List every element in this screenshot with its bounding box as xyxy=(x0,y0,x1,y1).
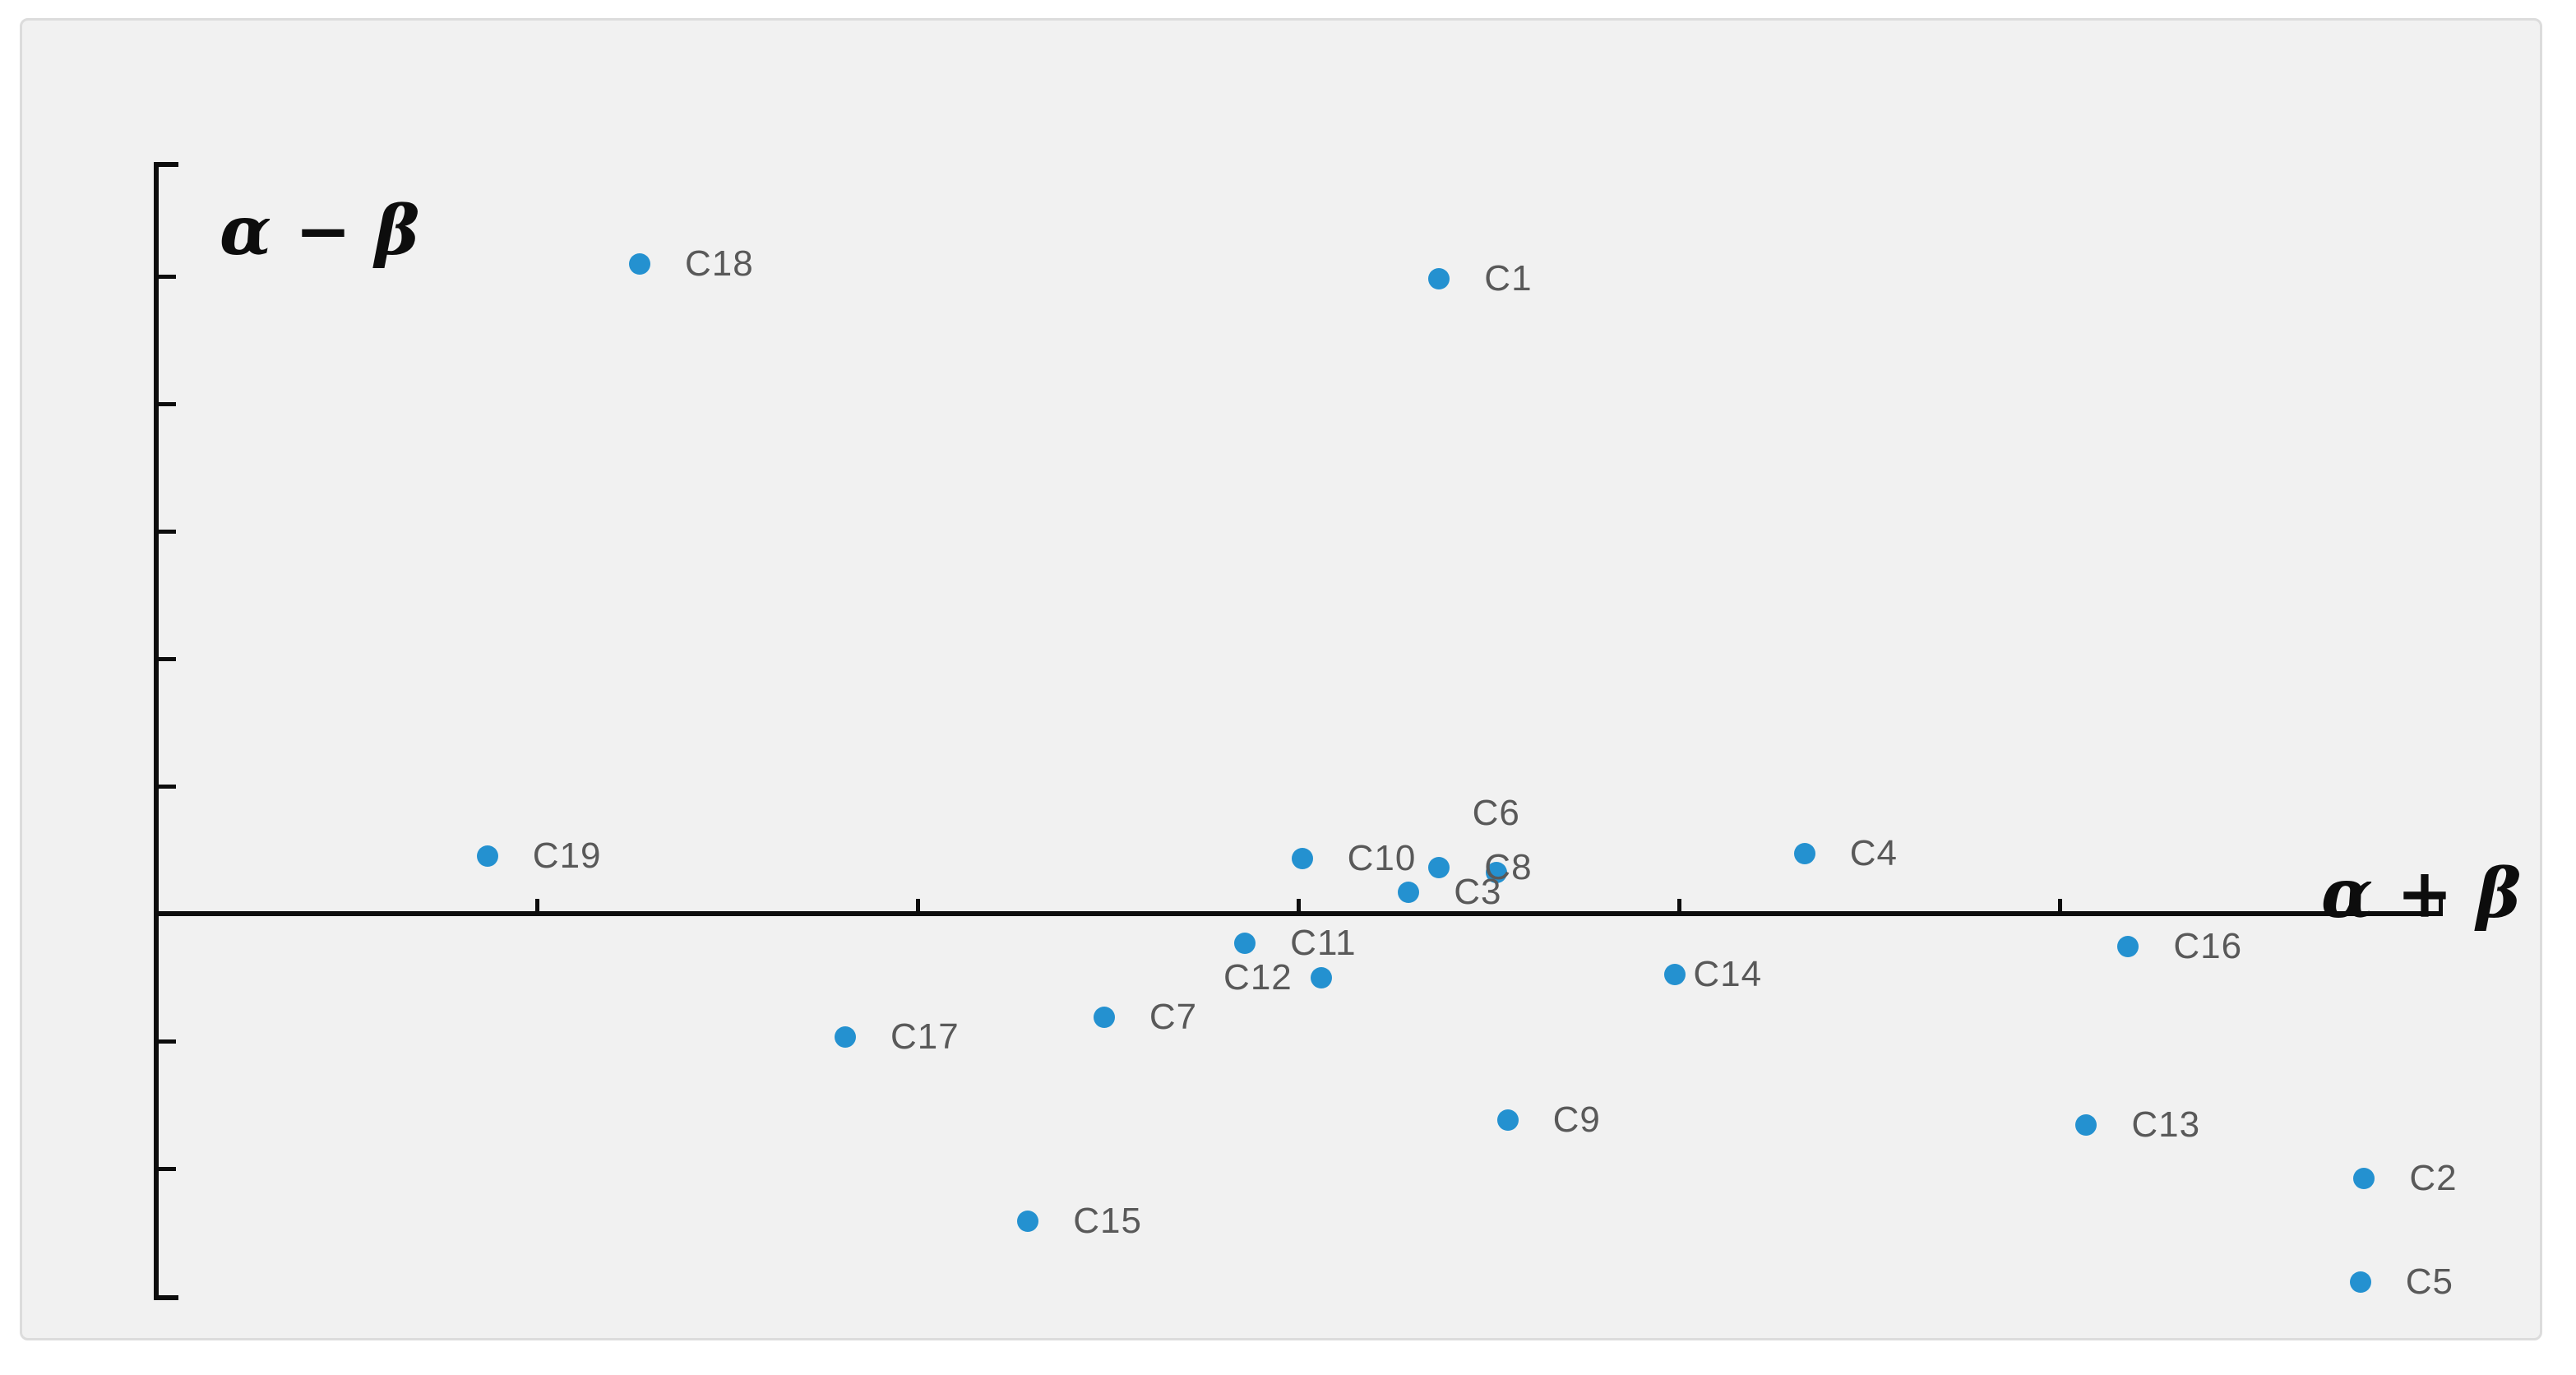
data-point-label: C7 xyxy=(1149,996,1198,1037)
data-point-label: C12 xyxy=(1223,956,1293,998)
y-axis-tick xyxy=(156,529,176,534)
x-axis-tick xyxy=(2438,899,2443,914)
y-axis-tick xyxy=(156,401,176,406)
data-point-label: C1 xyxy=(1484,258,1533,299)
y-axis-tick xyxy=(156,656,176,661)
data-point-C13 xyxy=(2075,1114,2097,1137)
data-point-C6 xyxy=(1485,862,1507,884)
x-axis-tick xyxy=(534,899,539,914)
data-point-C12 xyxy=(1310,966,1332,988)
data-point-C16 xyxy=(2117,936,2139,958)
data-point-label: C6 xyxy=(1472,793,1520,834)
data-point-C4 xyxy=(1793,843,1815,865)
data-point-label: C5 xyxy=(2405,1261,2454,1302)
data-point-C3 xyxy=(1398,881,1420,903)
x-axis-tick xyxy=(1676,899,1681,914)
data-point-C14 xyxy=(1664,964,1686,986)
y-axis-tick xyxy=(156,784,176,789)
x-axis-tick xyxy=(915,899,920,914)
data-point-C8 xyxy=(1428,857,1450,879)
data-point-label: C10 xyxy=(1347,838,1417,879)
data-point-label: C16 xyxy=(2173,926,2243,967)
x-axis-tick xyxy=(2057,899,2062,914)
x-axis-tick xyxy=(1296,899,1301,914)
data-point-label: C13 xyxy=(2131,1104,2201,1146)
y-axis-line xyxy=(154,164,159,1300)
data-point-label: C18 xyxy=(685,243,754,284)
y-axis-tick xyxy=(156,274,176,279)
data-point-label: C11 xyxy=(1290,922,1357,963)
y-axis-tick xyxy=(156,1039,176,1044)
scatter-chart: α − β α + β C1 C2 C3 C4 C5 C6 C7 C8 C9 C10 C11 C12 C… xyxy=(20,18,2542,1340)
data-point-label: C3 xyxy=(1454,871,1502,912)
data-point-label: C4 xyxy=(1849,833,1898,874)
y-axis-tick xyxy=(156,1166,176,1171)
data-point-label: C15 xyxy=(1073,1200,1142,1241)
data-point-C11 xyxy=(1234,932,1256,954)
data-point-C15 xyxy=(1017,1210,1039,1232)
data-point-label: C8 xyxy=(1484,847,1533,888)
y-axis-bottom-cap xyxy=(154,1295,178,1300)
data-point-C1 xyxy=(1428,268,1450,290)
x-axis-line xyxy=(154,911,2443,916)
data-point-label: C9 xyxy=(1552,1100,1601,1141)
data-point-label: C19 xyxy=(532,836,602,877)
data-point-C10 xyxy=(1291,848,1313,870)
y-axis-title: α − β xyxy=(220,192,420,271)
data-point-label: C17 xyxy=(890,1016,960,1058)
data-point-C18 xyxy=(629,252,650,275)
y-axis-top-cap xyxy=(154,162,178,167)
data-point-C2 xyxy=(2353,1168,2375,1190)
data-point-label: C2 xyxy=(2409,1158,2458,1199)
data-point-C7 xyxy=(1093,1006,1115,1028)
data-point-C5 xyxy=(2349,1271,2371,1293)
data-point-C19 xyxy=(476,845,498,868)
data-point-label: C14 xyxy=(1693,954,1763,995)
data-point-C17 xyxy=(835,1026,857,1049)
data-point-C9 xyxy=(1496,1109,1519,1132)
x-axis-title: α + β xyxy=(2321,854,2522,933)
